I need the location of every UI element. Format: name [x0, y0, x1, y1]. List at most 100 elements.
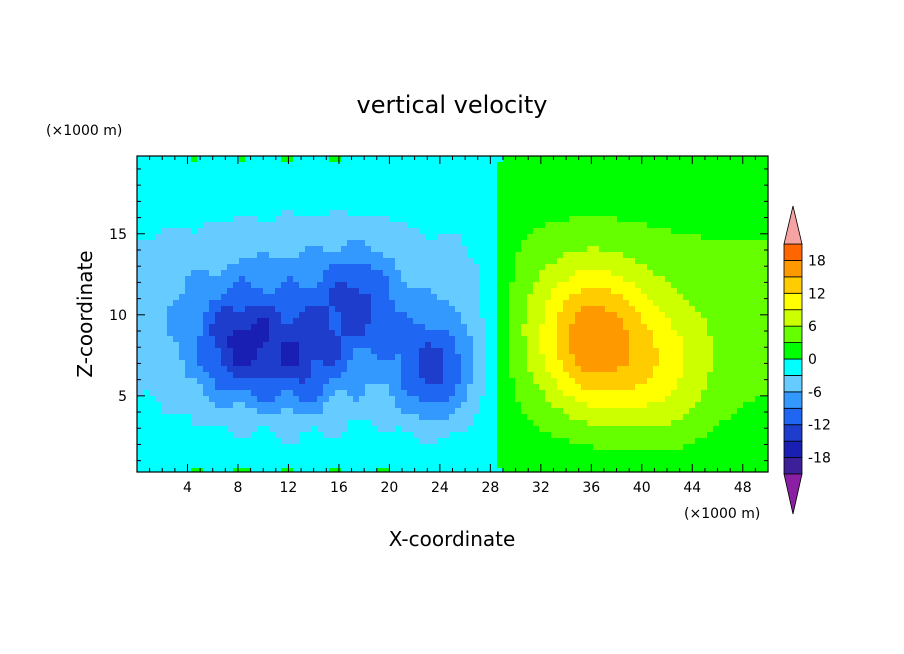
field-cell [479, 348, 486, 355]
field-cell [629, 192, 636, 199]
field-cell [509, 174, 516, 181]
field-cell [527, 198, 534, 205]
field-cell [413, 192, 420, 199]
field-cell [575, 168, 582, 175]
field-cell [353, 276, 360, 283]
field-cell [425, 408, 432, 415]
field-cell [263, 234, 270, 241]
field-cell [383, 156, 390, 163]
field-cell [635, 186, 642, 193]
field-cell [257, 408, 264, 415]
field-cell [431, 300, 438, 307]
field-cell [731, 204, 738, 211]
field-cell [641, 348, 648, 355]
field-cell [317, 186, 324, 193]
field-cell [401, 372, 408, 379]
field-cell [257, 282, 264, 289]
field-cell [743, 378, 750, 385]
field-cell [593, 312, 600, 319]
field-cell [401, 330, 408, 337]
field-cell [707, 264, 714, 271]
field-cell [425, 432, 432, 439]
field-cell [335, 426, 342, 433]
field-cell [587, 234, 594, 241]
field-cell [497, 300, 504, 307]
field-cell [383, 270, 390, 277]
field-cell [731, 366, 738, 373]
field-cell [731, 276, 738, 283]
field-cell [485, 432, 492, 439]
field-cell [143, 168, 150, 175]
field-cell [167, 216, 174, 223]
field-cell [401, 354, 408, 361]
field-cell [743, 186, 750, 193]
field-cell [731, 384, 738, 391]
field-cell [341, 294, 348, 301]
field-cell [569, 360, 576, 367]
field-cell [203, 414, 210, 421]
field-cell [611, 234, 618, 241]
field-cell [563, 180, 570, 187]
field-cell [563, 390, 570, 397]
field-cell [677, 216, 684, 223]
field-cell [539, 240, 546, 247]
field-cell [497, 162, 504, 169]
field-cell [593, 288, 600, 295]
field-cell [605, 264, 612, 271]
field-cell [323, 348, 330, 355]
field-cell [473, 306, 480, 313]
field-cell [485, 306, 492, 313]
field-cell [323, 288, 330, 295]
field-cell [485, 330, 492, 337]
field-cell [353, 216, 360, 223]
field-cell [437, 180, 444, 187]
field-cell [239, 294, 246, 301]
field-cell [629, 288, 636, 295]
field-cell [755, 162, 762, 169]
field-cell [287, 276, 294, 283]
field-cell [251, 270, 258, 277]
field-cell [203, 360, 210, 367]
field-cell [533, 252, 540, 259]
field-cell [203, 270, 210, 277]
field-cell [569, 294, 576, 301]
field-cell [611, 312, 618, 319]
field-cell [449, 246, 456, 253]
field-cell [155, 222, 162, 229]
field-cell [473, 342, 480, 349]
field-cell [533, 366, 540, 373]
field-cell [509, 366, 516, 373]
field-cell [719, 390, 726, 397]
field-cell [239, 162, 246, 169]
field-cell [281, 276, 288, 283]
field-cell [185, 336, 192, 343]
field-cell [323, 384, 330, 391]
field-cell [281, 318, 288, 325]
field-cell [323, 426, 330, 433]
field-cell [527, 222, 534, 229]
field-cell [743, 366, 750, 373]
field-cell [347, 378, 354, 385]
field-cell [227, 336, 234, 343]
field-cell [701, 414, 708, 421]
field-cell [647, 366, 654, 373]
field-cell [425, 306, 432, 313]
field-cell [437, 378, 444, 385]
field-cell [293, 312, 300, 319]
field-cell [365, 390, 372, 397]
field-cell [551, 192, 558, 199]
field-cell [311, 318, 318, 325]
field-cell [695, 378, 702, 385]
field-cell [635, 336, 642, 343]
field-cell [599, 390, 606, 397]
field-cell [575, 354, 582, 361]
field-cell [299, 330, 306, 337]
field-cell [647, 240, 654, 247]
field-cell [281, 360, 288, 367]
field-cell [275, 180, 282, 187]
field-cell [503, 360, 510, 367]
field-cell [371, 414, 378, 421]
field-cell [461, 324, 468, 331]
field-cell [389, 288, 396, 295]
field-cell [203, 174, 210, 181]
